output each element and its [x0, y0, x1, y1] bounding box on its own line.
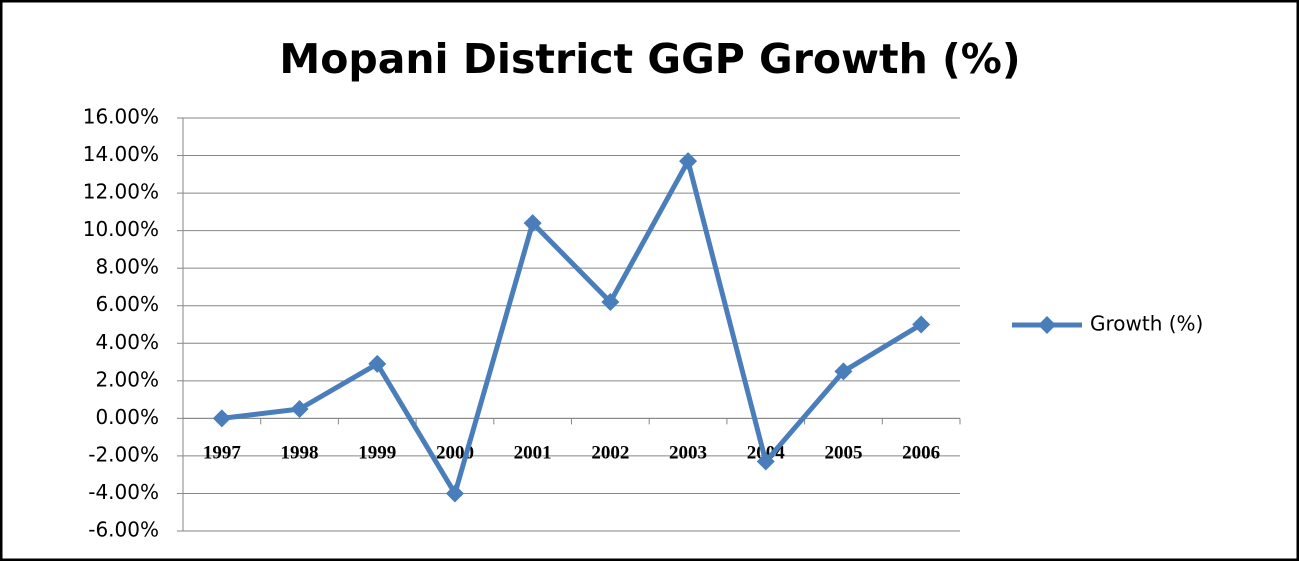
x-tick-label: 1999 — [358, 443, 396, 464]
y-tick-label: 6.00% — [95, 292, 159, 316]
data-point — [912, 315, 931, 334]
y-tick-label: 12.00% — [83, 180, 159, 204]
y-tick-label: -6.00% — [88, 518, 159, 542]
y-tick-label: 14.00% — [83, 142, 159, 166]
data-point — [601, 292, 620, 311]
data-point — [834, 362, 853, 381]
data-point — [679, 152, 698, 171]
chart-title: Mopani District GGP Growth (%) — [279, 35, 1020, 83]
y-tick-label: 16.00% — [83, 105, 159, 129]
y-tick-label: 2.00% — [95, 367, 159, 391]
y-tick-label: 8.00% — [95, 255, 159, 279]
data-point — [445, 484, 464, 503]
y-tick-label: 10.00% — [83, 217, 159, 241]
y-tick-label: -4.00% — [88, 480, 159, 504]
x-tick-label: 1998 — [281, 443, 319, 464]
y-tick-label: 4.00% — [95, 330, 159, 354]
data-point — [368, 354, 387, 373]
x-tick-label: 2006 — [902, 443, 940, 464]
legend-label: Growth (%) — [1090, 312, 1203, 336]
data-point — [212, 409, 231, 428]
x-tick-label: 2001 — [514, 443, 552, 464]
legend-marker — [1038, 316, 1056, 334]
x-tick-label: 2002 — [591, 443, 629, 464]
y-tick-label: -2.00% — [88, 442, 159, 466]
data-point — [756, 452, 775, 471]
x-tick-label: 1997 — [203, 443, 242, 464]
x-tick-label: 2005 — [824, 443, 862, 464]
x-tick-label: 2003 — [669, 443, 707, 464]
y-tick-label: 0.00% — [95, 405, 159, 429]
data-point — [290, 399, 309, 418]
data-point — [523, 214, 542, 233]
series-line — [221, 158, 923, 496]
